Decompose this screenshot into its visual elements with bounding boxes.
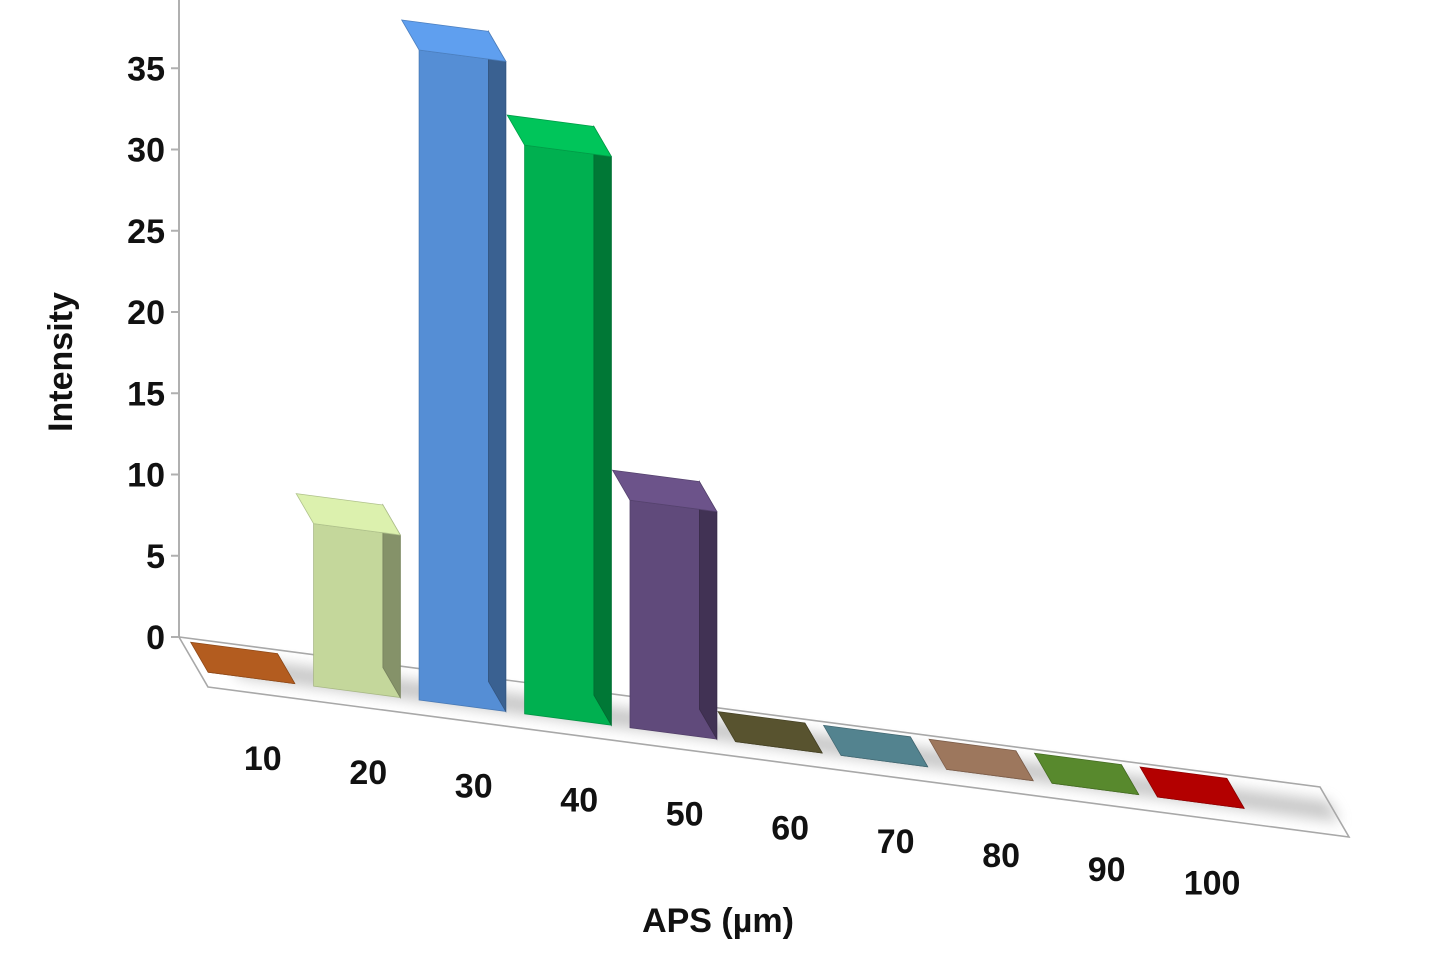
x-tick-label: 90	[1088, 851, 1126, 889]
bar	[295, 493, 402, 699]
x-tick-label: 70	[877, 823, 915, 861]
x-tick-label: 30	[455, 768, 493, 806]
bar	[611, 469, 718, 741]
x-tick-label: 100	[1184, 865, 1241, 903]
bar	[400, 19, 507, 713]
bar	[506, 114, 613, 727]
bar	[822, 724, 929, 768]
y-tick-label: 20	[127, 294, 165, 332]
bar	[1033, 752, 1140, 796]
y-tick-label: 35	[127, 50, 165, 88]
bar	[928, 738, 1034, 782]
x-tick-label: 20	[349, 754, 387, 792]
x-axis-title: APS (µm)	[642, 902, 794, 940]
bar-side-face	[487, 29, 507, 713]
y-tick-label: 30	[127, 132, 165, 170]
y-tick-label: 0	[146, 619, 165, 657]
bar-group	[189, 19, 1245, 809]
bar	[717, 711, 823, 754]
bar-top-face	[928, 738, 1034, 782]
bar-top-face	[1033, 752, 1140, 796]
bar-side-face	[699, 480, 718, 741]
y-tick-label: 15	[127, 375, 165, 413]
x-tick-label: 60	[771, 809, 809, 847]
y-tick-label: 10	[127, 457, 165, 495]
bar-top-face	[400, 19, 507, 62]
bar-top-face	[295, 493, 402, 536]
bar-top-face	[717, 711, 823, 754]
bar-top-face	[1139, 766, 1245, 809]
bar-top-face	[506, 114, 613, 158]
bar-top-face	[189, 641, 296, 685]
bar-top-face	[611, 469, 718, 513]
bar	[189, 641, 296, 685]
bar	[1139, 766, 1245, 809]
x-axis: 10 20 30 40 50 60 70 80 90 100	[244, 740, 1241, 903]
y-axis-title: Intensity	[42, 292, 80, 432]
y-axis: 0 5 10 15 20 25 30 35 40	[127, 0, 179, 657]
bar-top-face	[822, 724, 929, 768]
x-tick-label: 10	[244, 740, 282, 778]
y-tick-label: 40	[127, 0, 165, 7]
y-tick-label: 25	[127, 213, 165, 251]
y-tick-label: 5	[146, 538, 165, 576]
bar-side-face	[593, 125, 612, 727]
x-tick-label: 80	[982, 837, 1020, 875]
floor-plane	[177, 635, 1351, 839]
x-tick-label: 50	[666, 795, 704, 833]
x-tick-label: 40	[560, 782, 598, 820]
